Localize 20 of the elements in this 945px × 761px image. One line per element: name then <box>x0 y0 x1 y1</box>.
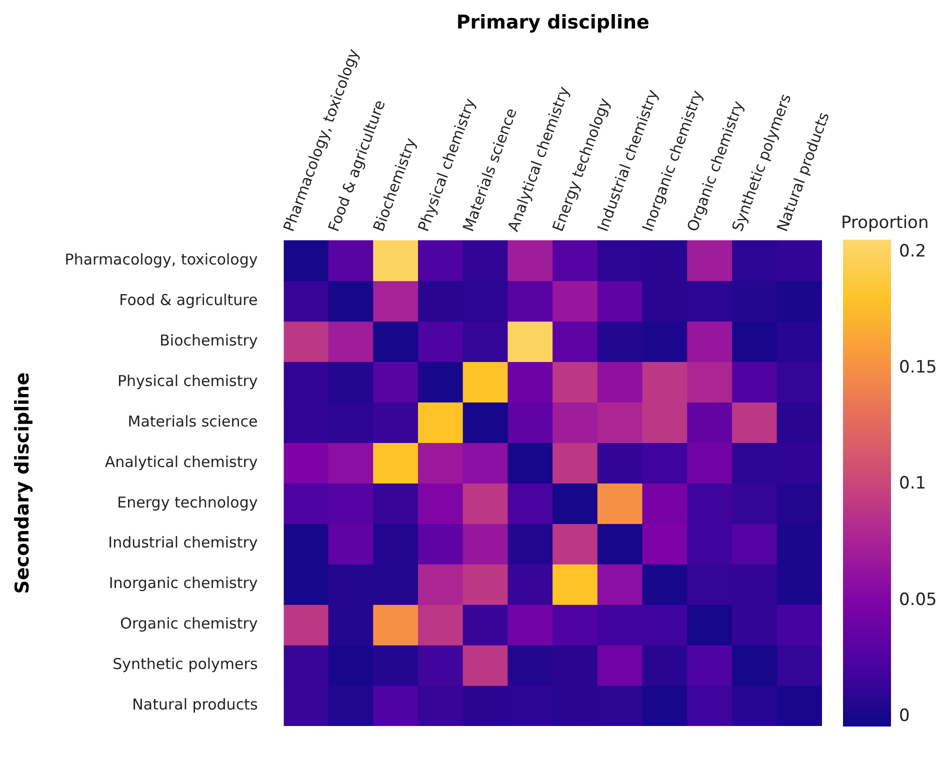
y-axis-title: Secondary discipline <box>11 372 34 594</box>
color-bar-label: 0.05 <box>899 590 937 610</box>
y-tick-label: Food & agriculture <box>119 290 258 309</box>
y-tick-label: Biochemistry <box>160 331 258 350</box>
y-tick-label: Inorganic chemistry <box>108 574 258 592</box>
color-bar-label: 0.2 <box>899 241 926 262</box>
y-tick-label: Synthetic polymers <box>112 655 258 674</box>
y-tick-label: Natural products <box>132 696 258 714</box>
y-tick-label: Energy technology <box>117 493 258 512</box>
y-tick-label: Industrial chemistry <box>108 534 258 552</box>
color-bar-label: 0.1 <box>899 474 926 494</box>
y-tick-label: Materials science <box>128 412 258 430</box>
color-bar-title: Proportion <box>841 213 929 234</box>
y-tick-label: Physical chemistry <box>117 372 258 390</box>
x-axis-title: Primary discipline <box>456 11 650 34</box>
color-bar-label: 0 <box>899 706 910 726</box>
y-tick-label: Pharmacology, toxicology <box>64 250 258 268</box>
y-tick-label: Analytical chemistry <box>104 452 258 471</box>
color-bar-label: 0.15 <box>899 358 937 378</box>
y-tick-label: Organic chemistry <box>120 614 258 633</box>
